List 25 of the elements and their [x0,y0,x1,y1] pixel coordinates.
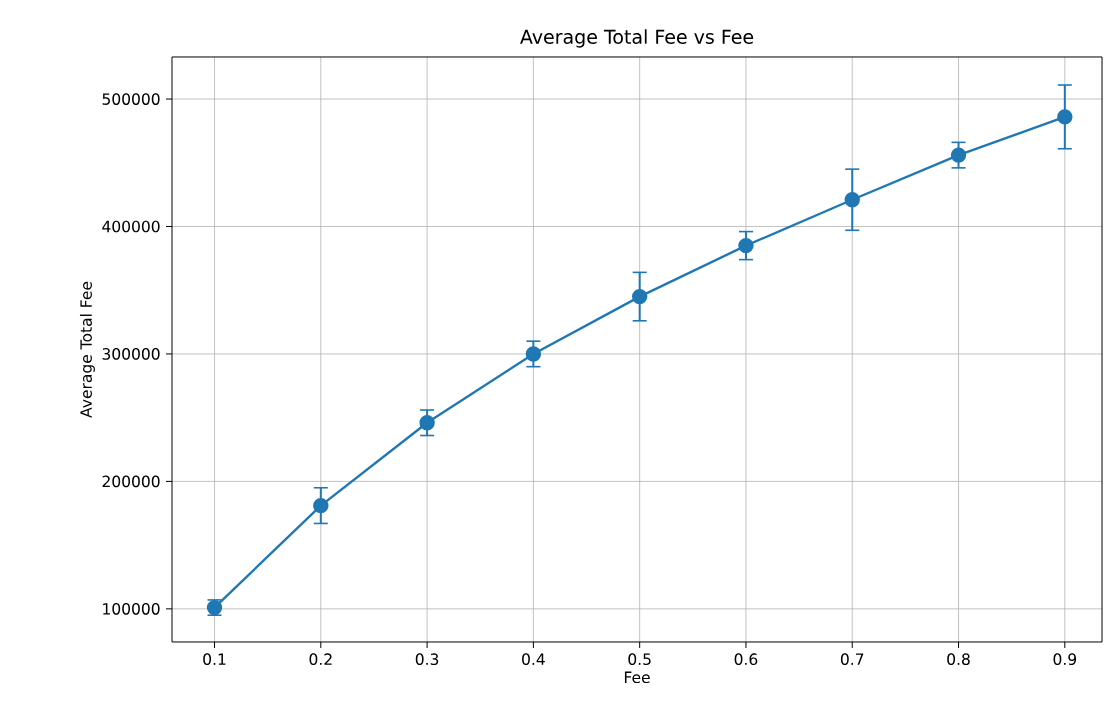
y-tick-label: 100000 [103,602,160,615]
x-tick-label: 0.6 [734,653,758,666]
x-tick-label: 0.1 [203,653,226,666]
point [1057,109,1073,125]
x-tick-label: 0.7 [840,653,864,666]
point [631,288,648,305]
point [419,415,435,431]
point [313,497,329,514]
point [738,237,754,254]
point [950,147,967,163]
chart-title: Average Total Fee vs Fee [520,29,754,48]
point [525,346,542,362]
x-tick-label: 0.8 [947,653,970,666]
x-tick-label: 0.9 [1053,653,1077,666]
point [844,192,860,208]
y-tick-label: 400000 [102,220,160,233]
y-axis-title: Average Total Fee [79,281,95,418]
y-tick-label: 300000 [102,348,160,360]
x-tick-label: 0.4 [522,653,545,666]
x-tick-label: 0.5 [628,653,651,666]
y-tick-label: 500000 [102,93,160,105]
x-tick-label: 0.3 [415,653,439,666]
y-tick-label: 200000 [102,475,160,488]
x-tick-label: 0.2 [309,653,332,666]
x-axis-title: Fee [624,671,650,684]
